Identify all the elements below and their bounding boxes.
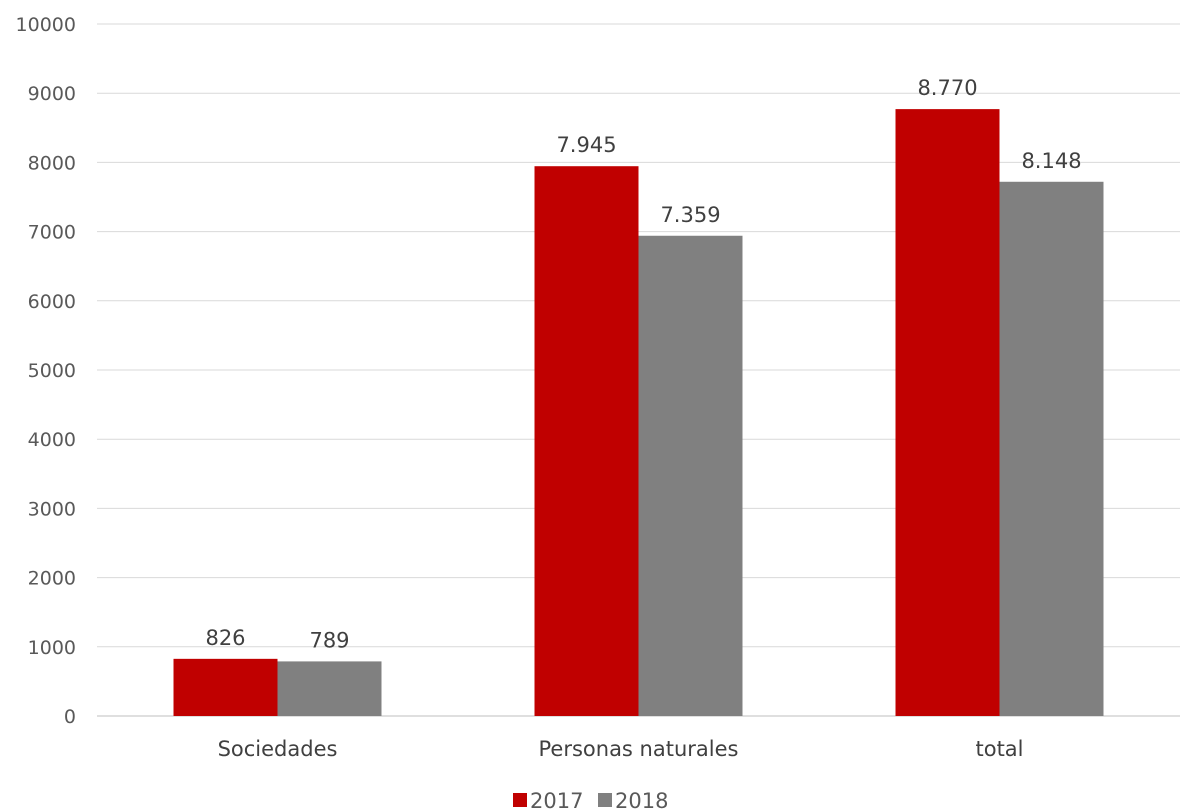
y-tick-label: 6000 [28, 291, 76, 313]
y-tick-label: 0 [64, 706, 76, 728]
legend-swatch-2018 [598, 793, 612, 807]
y-tick-label: 4000 [28, 429, 76, 451]
data-label: 8.148 [1021, 149, 1081, 173]
bar-2018-2 [999, 181, 1104, 716]
legend: 2017 2018 [513, 789, 668, 812]
y-tick-label: 10000 [16, 14, 76, 36]
y-tick-label: 3000 [28, 498, 76, 520]
y-tick-label: 1000 [28, 637, 76, 659]
bar-2017-1 [534, 166, 639, 716]
y-axis-ticks: 0 1000 2000 3000 4000 5000 6000 7000 8000 9000 100… [16, 14, 76, 728]
y-tick-label: 8000 [28, 152, 76, 174]
y-tick-label: 9000 [28, 83, 76, 105]
x-category-label: total [975, 737, 1023, 761]
legend-swatch-2017 [513, 793, 527, 807]
x-category-label: Sociedades [218, 737, 338, 761]
y-tick-label: 2000 [28, 568, 76, 590]
bar-2018-0 [277, 661, 382, 716]
data-label: 7.945 [556, 133, 616, 157]
legend-label: 2017 [530, 789, 583, 812]
y-tick-label: 5000 [28, 360, 76, 382]
x-axis-categories: Sociedades Personas naturales total [218, 737, 1024, 761]
data-label: 789 [309, 628, 349, 652]
bar-2017-2 [895, 109, 1000, 717]
x-category-label: Personas naturales [539, 737, 739, 761]
data-label: 8.770 [917, 76, 977, 100]
data-label: 7.359 [660, 203, 720, 227]
data-labels: 826 789 7.945 7.359 8.770 8.148 [205, 76, 1081, 652]
y-tick-label: 7000 [28, 222, 76, 244]
legend-label: 2018 [615, 789, 668, 812]
bar-2017-0 [173, 658, 278, 716]
bar-2018-1 [638, 235, 743, 716]
bars [173, 109, 1104, 717]
data-label: 826 [205, 626, 245, 650]
